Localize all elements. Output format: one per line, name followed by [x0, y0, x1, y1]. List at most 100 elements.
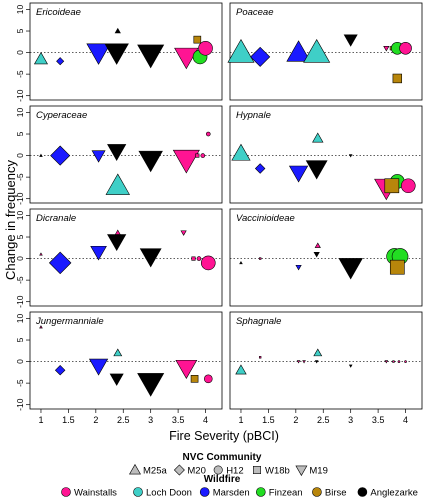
- data-point: [288, 165, 309, 183]
- data-point: [404, 360, 407, 363]
- x-axis-label: Fire Severity (pBCI): [169, 429, 279, 443]
- x-tick-label: 3: [148, 415, 153, 425]
- legend-symbol: [173, 464, 185, 476]
- data-point: [258, 257, 262, 260]
- legend-community-title: NVC Community: [183, 452, 262, 463]
- legend-wildfires: Wainstalls Loch Doon Marsden Finzean Birse An…: [61, 487, 418, 499]
- panel-ericoideae: Ericoideae 10 5 0 -5 -10: [15, 2, 223, 102]
- legend-item-m20: M20: [173, 464, 206, 477]
- data-point: [231, 143, 251, 161]
- legend-wildfire-title: Wildfire: [204, 474, 241, 485]
- data-point: [258, 356, 262, 359]
- data-point: [338, 258, 363, 280]
- data-point: [88, 358, 109, 376]
- legend-swatch: [255, 487, 266, 497]
- data-point: [139, 248, 162, 268]
- data-point: [174, 47, 199, 70]
- legend-symbol: [129, 463, 141, 475]
- legend-label: Wainstalls: [74, 488, 117, 499]
- legend-item-m25a: M25a: [129, 463, 167, 477]
- data-point: [191, 256, 196, 261]
- data-point: [303, 38, 331, 63]
- data-point: [389, 259, 405, 275]
- legend-swatch: [61, 487, 71, 497]
- legend-swatch: [357, 487, 368, 497]
- data-point: [200, 255, 216, 271]
- data-point: [305, 160, 328, 180]
- panel-title: Cyperaceae: [36, 110, 87, 121]
- panel-title: Hypnale: [236, 110, 271, 121]
- y-tick-label: 5: [15, 234, 25, 239]
- legend-item-wainstalls: Wainstalls: [61, 487, 117, 499]
- y-tick-label: 10: [15, 4, 25, 14]
- y-tick-label: 0: [15, 153, 25, 158]
- data-point: [39, 325, 43, 329]
- panel-title: Ericoideae: [36, 7, 81, 18]
- panel-title: Jungermanniale: [35, 316, 104, 327]
- panel-frame: [29, 105, 223, 204]
- legend-item-h12: H12: [213, 465, 244, 477]
- legend-item-marsden: Marsden: [199, 487, 250, 499]
- legend-label: Birse: [325, 488, 347, 499]
- data-point: [107, 234, 127, 252]
- data-point: [48, 251, 72, 275]
- data-point: [392, 73, 403, 84]
- x-tick-label: 2.5: [317, 415, 330, 425]
- data-point: [314, 360, 319, 364]
- data-point: [113, 348, 123, 357]
- data-point: [295, 264, 302, 271]
- legend-symbol: [213, 465, 223, 475]
- panel-frame: [229, 105, 423, 204]
- legend-label: W18b: [265, 466, 290, 477]
- data-point: [137, 44, 165, 69]
- data-point: [114, 27, 121, 34]
- data-point: [313, 252, 320, 258]
- data-point: [296, 360, 301, 364]
- legend-label: Anglezarke: [370, 488, 418, 499]
- x-tick-label: 2: [293, 415, 298, 425]
- data-point: [314, 242, 321, 248]
- legend-label: M25a: [143, 466, 167, 477]
- y-axis-label: Change in frequency: [3, 160, 18, 280]
- data-point: [302, 360, 306, 364]
- x-tick-label: 3.5: [372, 415, 385, 425]
- legend-swatch: [199, 487, 210, 497]
- data-point: [39, 153, 43, 157]
- data-point: [254, 163, 266, 174]
- data-point: [91, 150, 106, 163]
- data-point: [200, 153, 206, 158]
- data-point: [193, 35, 202, 44]
- x-tick-label: 1: [238, 415, 243, 425]
- data-point: [114, 229, 121, 235]
- y-tick-label: 10: [15, 107, 25, 117]
- data-point: [190, 375, 199, 383]
- data-point: [348, 364, 353, 368]
- data-point: [205, 131, 211, 137]
- data-point: [198, 40, 213, 56]
- y-tick-label: 10: [15, 313, 25, 323]
- legend-label: Loch Doon: [146, 488, 192, 499]
- x-tick-label: 4: [403, 415, 408, 425]
- y-tick-label: 0: [15, 359, 25, 364]
- legend-label: M19: [309, 466, 327, 477]
- data-point: [175, 359, 198, 380]
- legend-label: H12: [226, 466, 243, 477]
- legend-item-m19: M19: [295, 466, 328, 477]
- data-point: [109, 373, 124, 386]
- legend-item-loch-doon: Loch Doon: [133, 487, 192, 499]
- legend-label: M20: [187, 466, 205, 477]
- panel-hypnale: Hypnale: [229, 105, 423, 204]
- legend-swatch: [312, 487, 322, 497]
- data-point: [235, 364, 247, 375]
- y-tick-label: 5: [15, 28, 25, 33]
- x-tick-label: 1.5: [62, 415, 75, 425]
- y-tick-label: -5: [15, 379, 25, 387]
- data-point: [286, 40, 311, 62]
- data-point: [107, 144, 127, 161]
- panel-title: Sphagnale: [236, 316, 281, 327]
- data-point: [383, 46, 390, 52]
- data-point: [195, 153, 200, 158]
- panel-title: Poaceae: [236, 7, 274, 18]
- y-tick-label: -10: [15, 89, 25, 102]
- data-point: [312, 132, 324, 143]
